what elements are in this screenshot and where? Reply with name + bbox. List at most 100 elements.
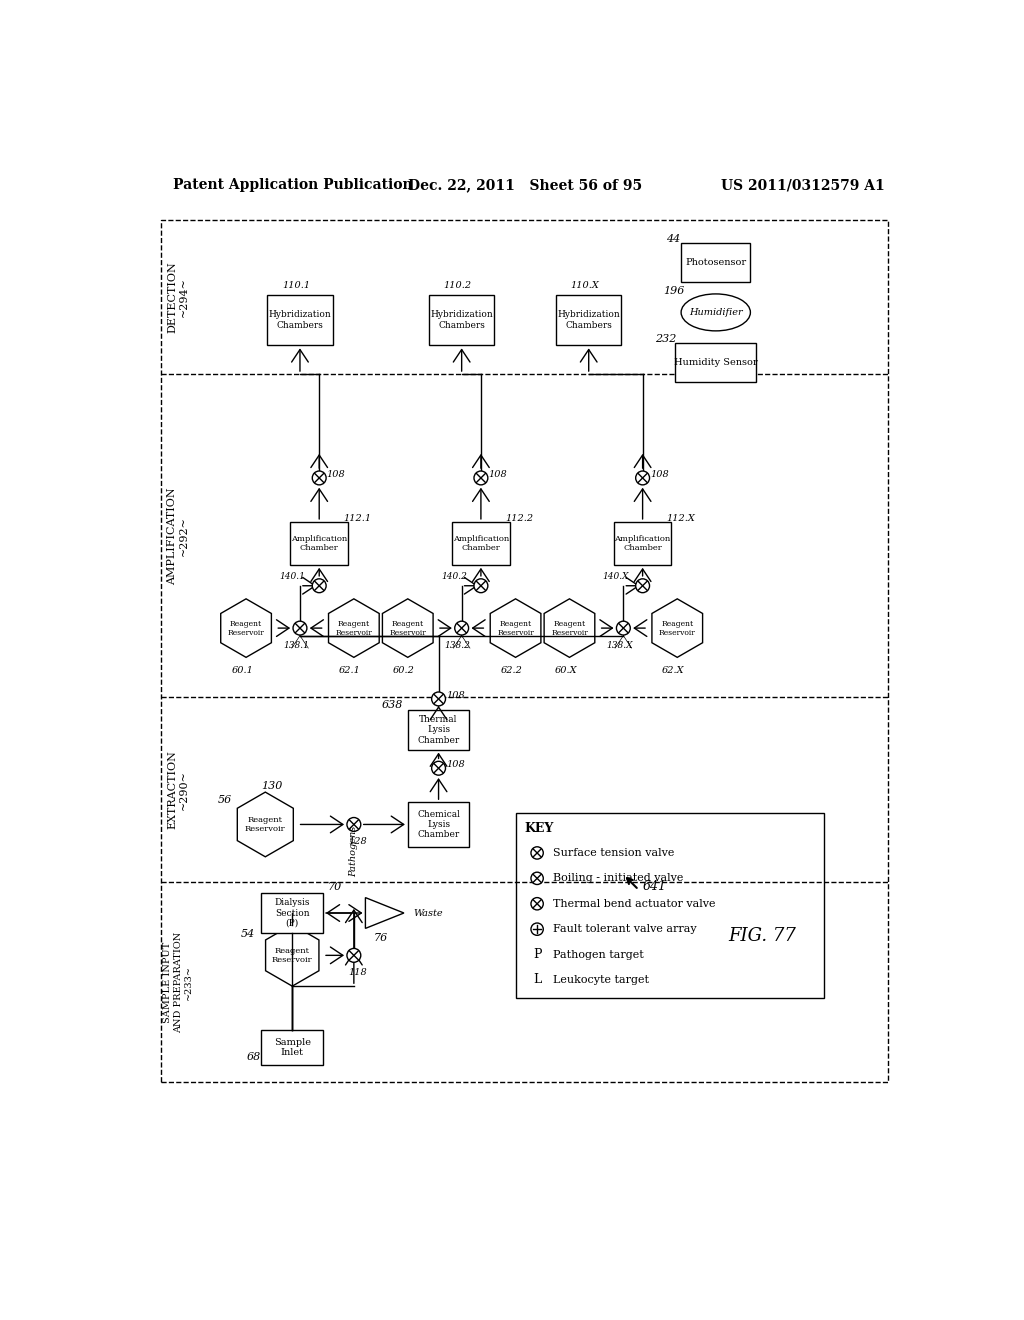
Text: Reagent
Reservoir: Reagent Reservoir — [658, 619, 695, 636]
Text: 112.X: 112.X — [667, 515, 695, 523]
Text: 641: 641 — [642, 879, 667, 892]
Text: 108: 108 — [327, 470, 345, 479]
Text: 54: 54 — [241, 929, 255, 939]
FancyBboxPatch shape — [676, 343, 756, 381]
Text: 56: 56 — [218, 795, 232, 805]
Text: SAMPLE INPUT
AND PREPARATION
~233~: SAMPLE INPUT AND PREPARATION ~233~ — [164, 932, 194, 1034]
Text: 232: 232 — [655, 334, 677, 345]
FancyBboxPatch shape — [613, 523, 672, 565]
Text: Reagent
Reservoir: Reagent Reservoir — [551, 619, 588, 636]
Text: Thermal bend actuator valve: Thermal bend actuator valve — [553, 899, 715, 908]
Text: EXTRACTION
~290~: EXTRACTION ~290~ — [168, 750, 189, 829]
Text: 112.1: 112.1 — [344, 515, 372, 523]
Circle shape — [312, 578, 326, 593]
Text: 60.1: 60.1 — [231, 667, 253, 675]
Circle shape — [474, 471, 487, 484]
Text: 110.2: 110.2 — [443, 281, 472, 290]
FancyBboxPatch shape — [515, 813, 823, 998]
Text: Boiling - initiated valve: Boiling - initiated valve — [553, 874, 683, 883]
FancyBboxPatch shape — [261, 1031, 323, 1065]
Text: 140.1: 140.1 — [280, 572, 305, 581]
Text: 60.X: 60.X — [554, 667, 577, 675]
Circle shape — [636, 471, 649, 484]
Text: Reagent
Reservoir: Reagent Reservoir — [227, 619, 264, 636]
Text: Surface tension valve: Surface tension valve — [553, 847, 674, 858]
Text: Fault tolerant valve array: Fault tolerant valve array — [553, 924, 696, 935]
Text: 140.2: 140.2 — [441, 572, 467, 581]
Text: Hybridization
Chambers: Hybridization Chambers — [268, 310, 332, 330]
FancyBboxPatch shape — [162, 220, 888, 1082]
Text: Leukocyte target: Leukocyte target — [553, 975, 648, 985]
Text: 138.2: 138.2 — [444, 640, 471, 649]
Text: 60.2: 60.2 — [393, 667, 415, 675]
FancyBboxPatch shape — [681, 243, 751, 281]
Circle shape — [531, 898, 544, 909]
Text: Humidifier: Humidifier — [689, 308, 742, 317]
Polygon shape — [490, 599, 541, 657]
Polygon shape — [329, 599, 379, 657]
Text: Thermal
Lysis
Chamber: Thermal Lysis Chamber — [418, 715, 460, 744]
Text: Reagent
Reservoir: Reagent Reservoir — [245, 816, 286, 833]
Text: 130: 130 — [261, 781, 283, 791]
Circle shape — [293, 622, 307, 635]
Text: Dec. 22, 2011   Sheet 56 of 95: Dec. 22, 2011 Sheet 56 of 95 — [408, 178, 642, 193]
Polygon shape — [652, 599, 702, 657]
Text: Amplification
Chamber: Amplification Chamber — [614, 535, 671, 552]
Text: Amplification
Chamber: Amplification Chamber — [291, 535, 347, 552]
Circle shape — [531, 847, 544, 859]
Circle shape — [312, 471, 326, 484]
Text: 62.2: 62.2 — [501, 667, 522, 675]
FancyBboxPatch shape — [556, 296, 622, 345]
FancyBboxPatch shape — [408, 710, 469, 750]
Text: Reagent
Reservoir: Reagent Reservoir — [389, 619, 426, 636]
Text: L: L — [534, 973, 542, 986]
Polygon shape — [265, 924, 318, 986]
Ellipse shape — [681, 294, 751, 331]
FancyBboxPatch shape — [267, 296, 333, 345]
FancyBboxPatch shape — [408, 803, 469, 847]
Text: Humidity Sensor: Humidity Sensor — [674, 358, 758, 367]
Text: 62.X: 62.X — [663, 667, 685, 675]
Text: AMPLIFICATION
~292~: AMPLIFICATION ~292~ — [168, 487, 189, 585]
Polygon shape — [382, 599, 433, 657]
Circle shape — [616, 622, 631, 635]
Text: 108: 108 — [488, 470, 507, 479]
Text: DETECTION
~294~: DETECTION ~294~ — [168, 261, 189, 333]
Text: Patent Application Publication: Patent Application Publication — [173, 178, 413, 193]
Text: FIG. 77: FIG. 77 — [728, 927, 796, 945]
Circle shape — [455, 622, 469, 635]
Polygon shape — [366, 898, 403, 928]
Text: Reagent
Reservoir: Reagent Reservoir — [336, 619, 373, 636]
Circle shape — [531, 923, 544, 936]
Text: 70: 70 — [328, 882, 342, 892]
Text: 108: 108 — [650, 470, 669, 479]
Text: 128: 128 — [348, 837, 367, 846]
Text: 138.X: 138.X — [606, 640, 633, 649]
Text: 62.1: 62.1 — [339, 667, 360, 675]
Circle shape — [347, 948, 360, 962]
FancyBboxPatch shape — [452, 523, 510, 565]
Text: 112.2: 112.2 — [506, 515, 534, 523]
Text: P: P — [532, 948, 542, 961]
Text: Sample
Inlet: Sample Inlet — [273, 1038, 310, 1057]
Circle shape — [531, 873, 544, 884]
Text: US 2011/0312579 A1: US 2011/0312579 A1 — [722, 178, 885, 193]
Text: Photosensor: Photosensor — [685, 257, 746, 267]
Text: Amplification
Chamber: Amplification Chamber — [453, 535, 509, 552]
Text: KEY: KEY — [524, 822, 553, 834]
Circle shape — [474, 578, 487, 593]
Text: 638: 638 — [382, 700, 403, 710]
Text: Reagent
Reservoir: Reagent Reservoir — [272, 946, 312, 964]
Text: 108: 108 — [446, 760, 465, 768]
Text: 76: 76 — [374, 933, 388, 942]
FancyBboxPatch shape — [291, 523, 348, 565]
FancyBboxPatch shape — [261, 892, 323, 933]
Text: 110.X: 110.X — [570, 281, 599, 290]
Text: 108: 108 — [446, 690, 465, 700]
Text: Dialysis
Section
(P): Dialysis Section (P) — [274, 898, 310, 928]
Text: Pathogen target: Pathogen target — [553, 949, 643, 960]
Text: Hybridization
Chambers: Hybridization Chambers — [430, 310, 493, 330]
Text: Waste: Waste — [413, 908, 442, 917]
Text: 196: 196 — [663, 286, 684, 296]
FancyBboxPatch shape — [429, 296, 495, 345]
